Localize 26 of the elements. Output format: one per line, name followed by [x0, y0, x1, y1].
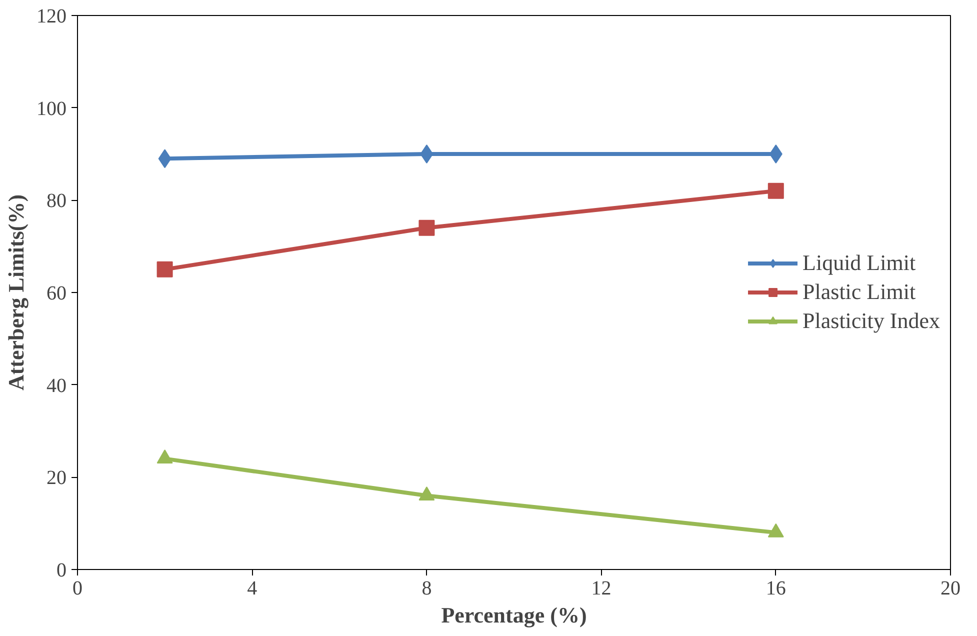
x-tick-label: 4 [247, 578, 258, 600]
point [768, 523, 784, 538]
x-axis-title: Percentage (%) [441, 602, 587, 628]
point [156, 450, 173, 464]
point [418, 220, 435, 236]
x-tick-label: 20 [940, 578, 960, 600]
point [420, 144, 434, 164]
y-tick-label: 0 [56, 560, 66, 582]
y-tick-label: 40 [46, 374, 66, 397]
point [156, 261, 173, 278]
y-tick-label: 120 [36, 6, 66, 28]
x-tick-label: 12 [591, 578, 612, 600]
y-tick-label: 60 [46, 282, 66, 304]
x-tick-label: 8 [422, 578, 432, 600]
x-tick-label: 0 [72, 578, 82, 600]
legend-label: Plasticity Index [802, 308, 940, 334]
x-tick-label: 16 [766, 578, 786, 600]
y-axis-title: Atterberg Limits(%) [4, 194, 28, 391]
legend-label: Liquid Limit [802, 250, 916, 276]
legend-label: Plastic Limit [802, 279, 916, 305]
point [769, 144, 782, 164]
point [768, 182, 784, 199]
y-tick-label: 100 [36, 98, 66, 120]
y-tick-label: 80 [46, 190, 66, 212]
y-tick-label: 20 [46, 467, 66, 490]
point [418, 486, 435, 500]
